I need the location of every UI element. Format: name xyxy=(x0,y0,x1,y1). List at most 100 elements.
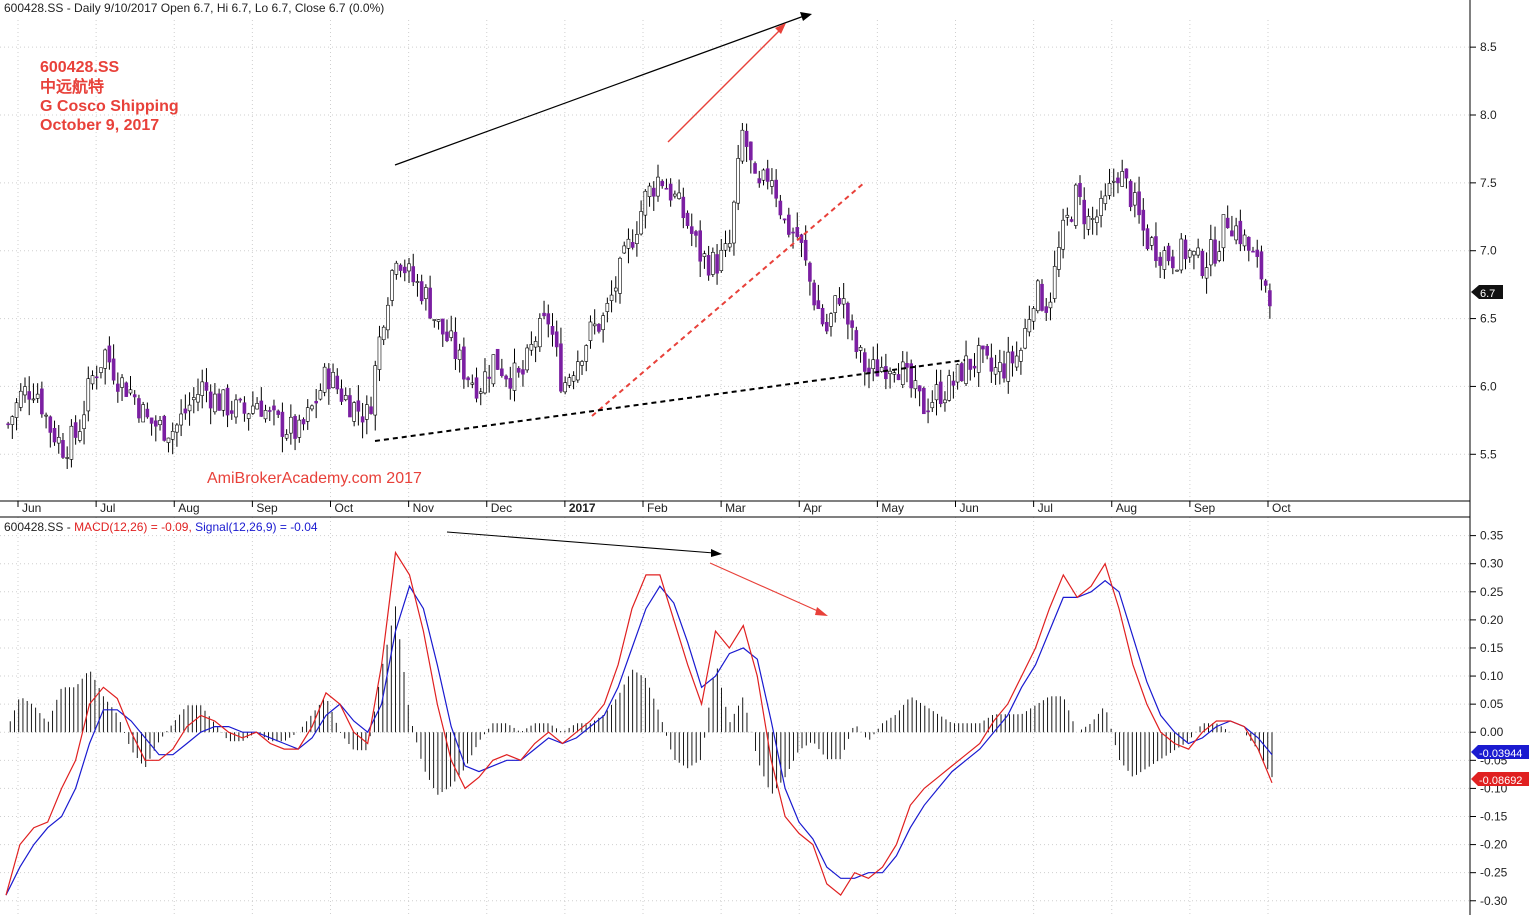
candle-body xyxy=(533,341,538,348)
candle-body xyxy=(1111,180,1116,183)
candle-body xyxy=(1107,183,1112,196)
candle-body xyxy=(1204,267,1209,279)
candle-body xyxy=(440,318,445,335)
candle-body xyxy=(1133,192,1137,206)
candle-body xyxy=(757,178,762,184)
candle-body xyxy=(1027,319,1032,333)
candle-body xyxy=(639,211,643,235)
candle-body xyxy=(179,413,183,426)
candle-body xyxy=(1128,180,1133,208)
candle-body xyxy=(229,410,234,414)
candle-body xyxy=(436,319,441,322)
candle-body xyxy=(1057,247,1061,270)
candle-body xyxy=(647,185,652,197)
candle-body xyxy=(803,239,808,261)
candle-body xyxy=(293,416,297,439)
candle-body xyxy=(386,304,390,331)
candle-body xyxy=(116,383,120,392)
candle-body xyxy=(770,180,774,187)
month-label: Nov xyxy=(413,501,434,515)
macd-divergence-black xyxy=(446,531,715,554)
last-price-badge: 6.7 xyxy=(1471,285,1503,300)
candle-body xyxy=(225,387,230,416)
macd-y-tick-label: 0.20 xyxy=(1480,613,1504,627)
candle-body xyxy=(246,413,251,419)
price-y-tick-label: 8.5 xyxy=(1480,40,1497,54)
candle-body xyxy=(255,403,259,410)
candle-body xyxy=(478,391,483,394)
candle-body xyxy=(550,325,555,335)
candle-body xyxy=(858,347,863,351)
candle-body xyxy=(301,419,306,425)
candle-body xyxy=(348,395,352,418)
candle-body xyxy=(546,313,551,325)
candle-body xyxy=(1183,239,1188,260)
candle-body xyxy=(1065,214,1070,218)
candle-body xyxy=(280,411,285,437)
candle-body xyxy=(48,416,53,433)
candle-body xyxy=(512,362,517,391)
candle-body xyxy=(1200,250,1205,277)
candle-body xyxy=(613,287,618,292)
candle-body xyxy=(18,390,23,408)
candle-body xyxy=(576,361,580,381)
candle-body xyxy=(981,345,985,350)
macd-y-tick-label: 0.25 xyxy=(1480,585,1504,599)
candle-body xyxy=(787,214,791,235)
candle-body xyxy=(1124,168,1129,179)
candle-body xyxy=(331,372,335,388)
candle-body xyxy=(761,169,766,181)
candle-body xyxy=(466,377,470,381)
candle-body xyxy=(162,415,167,441)
candle-body xyxy=(698,230,702,262)
candle-body xyxy=(377,336,382,370)
candle-body xyxy=(727,243,732,248)
candle-body xyxy=(833,295,838,313)
macd-y-tick-label: -0.25 xyxy=(1480,866,1508,880)
candle-body xyxy=(154,420,158,427)
candle-body xyxy=(635,234,639,244)
candle-body xyxy=(107,345,112,363)
macd-y-tick-label: 0.35 xyxy=(1480,529,1504,543)
candle-body xyxy=(964,355,968,384)
macd-value-badge-text: -0.08692 xyxy=(1479,775,1522,787)
candle-body xyxy=(242,402,247,414)
candle-body xyxy=(871,359,876,370)
candle-body xyxy=(1263,280,1268,286)
candle-body xyxy=(685,212,690,226)
macd-divergence-lines xyxy=(446,531,828,616)
candle-body xyxy=(1061,219,1065,250)
candle-body xyxy=(884,366,888,380)
candle-body xyxy=(141,404,145,423)
candle-body xyxy=(1006,351,1011,382)
trendline-upper-arrowhead xyxy=(800,12,812,21)
candle-body xyxy=(1175,269,1179,272)
candle-body xyxy=(187,404,192,412)
month-label: Jul xyxy=(1038,501,1053,515)
candle-body xyxy=(694,231,698,236)
candle-body xyxy=(820,307,825,325)
price-y-tick-label: 5.5 xyxy=(1480,447,1497,461)
candle-body xyxy=(390,270,394,301)
candle-body xyxy=(892,372,897,375)
candle-body xyxy=(1217,251,1222,261)
candle-body xyxy=(1145,228,1150,250)
candle-body xyxy=(1149,237,1154,246)
candle-body xyxy=(951,380,956,386)
candle-body xyxy=(913,380,918,390)
candle-body xyxy=(1082,199,1087,225)
candle-body xyxy=(487,376,491,379)
candle-body xyxy=(314,400,318,404)
month-label: Mar xyxy=(725,501,746,515)
last-price-badge-shape xyxy=(1471,285,1503,299)
candle-body xyxy=(343,395,348,401)
candle-body xyxy=(132,394,137,398)
candle-body xyxy=(563,382,567,393)
month-label: Jul xyxy=(100,501,115,515)
candle-body xyxy=(609,294,614,301)
candle-body xyxy=(213,393,217,413)
candle-body xyxy=(462,346,466,380)
candle-body xyxy=(428,287,432,319)
candle-body xyxy=(432,319,437,321)
month-label: Jun xyxy=(22,501,41,515)
